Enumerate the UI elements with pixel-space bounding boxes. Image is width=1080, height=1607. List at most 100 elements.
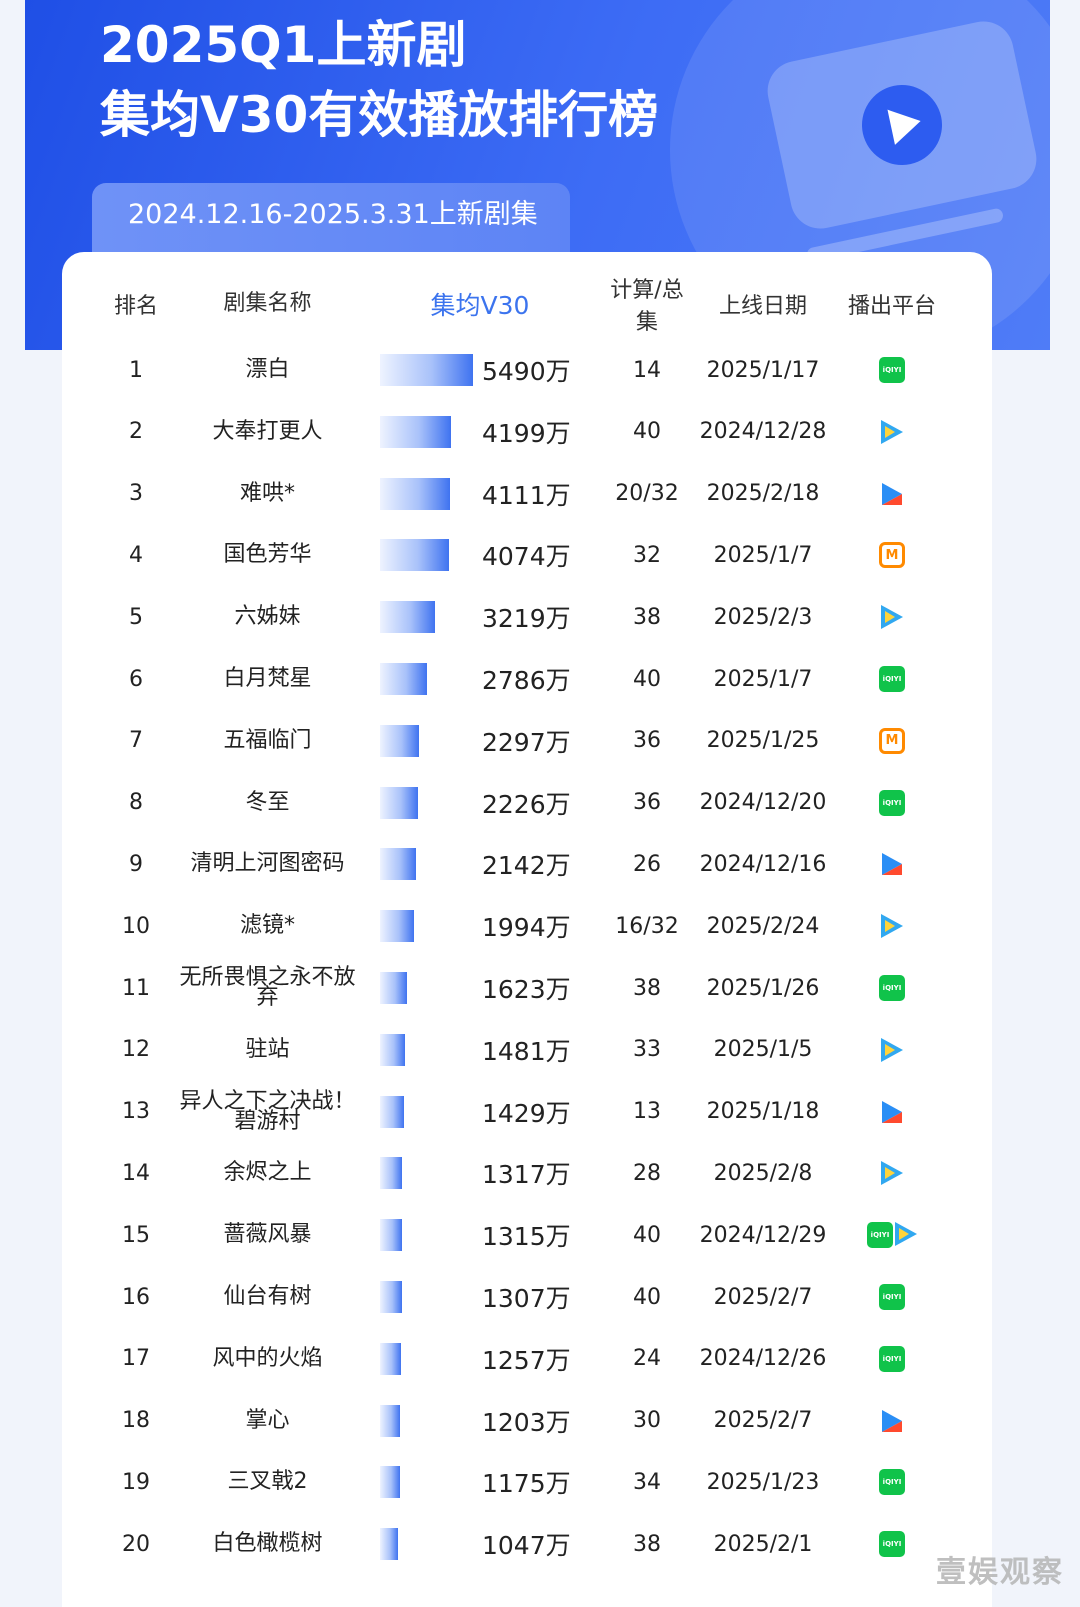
row-episodes: 34 (633, 1469, 661, 1495)
table-row: 5 六姊妹 3219万 38 2025/2/3 (62, 587, 992, 647)
row-bar-cell (380, 1205, 490, 1265)
row-bar-cell (380, 587, 490, 647)
row-name: 大奉打更人 (212, 418, 323, 444)
row-episodes: 36 (633, 728, 661, 754)
row-bar-cell (380, 1391, 490, 1451)
v30-bar (380, 724, 419, 757)
row-v30-value: 4074万 (482, 542, 571, 572)
row-platform (842, 896, 942, 956)
row-platform: iQIYI (842, 1267, 942, 1327)
row-bar-cell (380, 1329, 490, 1389)
table-row: 10 滤镜* 1994万 16/32 2025/2/24 (62, 896, 992, 956)
row-name: 风中的火焰 (212, 1345, 323, 1371)
row-v30-value: 1175万 (482, 1469, 571, 1499)
row-v30-value: 5490万 (482, 357, 571, 386)
v30-bar (380, 1281, 403, 1313)
row-name-lines: 异人之下之决战！ 碧游村 (179, 1090, 355, 1132)
v30-bar (380, 1095, 405, 1128)
v30-bar (380, 1466, 400, 1499)
row-rank: 18 (122, 1408, 150, 1434)
platform-icons (882, 1100, 902, 1123)
row-bar-cell (380, 958, 490, 1018)
row-bar-cell (380, 340, 490, 400)
row-episodes: 33 (633, 1037, 661, 1063)
row-name: 漂白 (245, 357, 290, 382)
row-rank: 16 (122, 1284, 150, 1310)
row-v30-value: 3219万 (482, 604, 571, 634)
row-date: 2025/2/18 (706, 481, 820, 507)
ranking-table: 排名 剧集名称 集均V30 计算/总集 上线日期 播出平台 1 漂白 5490万 14… (62, 252, 992, 1607)
table-row: 17 风中的火焰 1257万 24 2024/12/26 iQIYI (62, 1329, 992, 1389)
row-platform: iQIYI (842, 1205, 942, 1265)
v30-bar (380, 477, 450, 510)
v30-bar (380, 1528, 398, 1561)
row-name: 六姊妹 (234, 604, 301, 630)
platform-icons (881, 1161, 903, 1186)
mgtv-icon: M (879, 727, 905, 754)
platform-icons: iQIYI (879, 1284, 905, 1310)
platform-icons: iQIYI (879, 666, 905, 692)
row-bar-cell (380, 464, 490, 524)
row-platform (842, 1143, 942, 1203)
row-platform (842, 1082, 942, 1142)
row-date: 2024/12/26 (699, 1346, 827, 1372)
platform-icons: iQIYI (879, 1531, 905, 1558)
row-name: 异人之下之决战！ 碧游村 (170, 1082, 365, 1142)
row-name-lines: 无所畏惧之永不放弃 (179, 967, 355, 1010)
row-date: 2024/12/20 (699, 790, 827, 816)
iqiyi-icon: iQIYI (879, 1345, 905, 1372)
row-v30-value: 1257万 (482, 1345, 571, 1375)
table-row: 14 余烬之上 1317万 28 2025/2/8 (62, 1143, 992, 1203)
tencent-video-icon (881, 419, 903, 444)
watermark: 壹娱观察 (936, 1555, 1064, 1590)
row-episodes: 13 (633, 1099, 661, 1125)
row-episodes: 20/32 (615, 481, 679, 507)
platform-icons: M (879, 542, 905, 569)
v30-bar (380, 415, 452, 448)
row-date: 2024/12/16 (699, 851, 827, 877)
v30-bar (380, 354, 473, 386)
row-episodes: 38 (633, 975, 661, 1001)
row-date: 2025/2/1 (713, 1531, 813, 1557)
table-row: 19 三叉戟2 1175万 34 2025/1/23 iQIYI (62, 1452, 992, 1512)
row-v30-value: 1307万 (482, 1284, 571, 1313)
table-row: 9 清明上河图密码 2142万 26 2024/12/16 (62, 834, 992, 894)
row-bar-cell (380, 402, 490, 462)
header-name: 剧集名称 (223, 291, 312, 316)
platform-icons (881, 914, 903, 939)
row-bar-cell (380, 525, 490, 585)
row-bar-cell (380, 773, 490, 833)
row-episodes: 38 (633, 1531, 661, 1557)
row-name: 滤镜* (239, 913, 295, 939)
row-v30-value: 1203万 (482, 1407, 571, 1437)
row-date: 2025/1/26 (706, 975, 820, 1001)
row-platform: iQIYI (842, 773, 942, 833)
table-row: 15 蔷薇风暴 1315万 40 2024/12/29 iQIYI (62, 1205, 992, 1265)
row-date: 2025/2/7 (713, 1408, 813, 1434)
row-rank: 9 (129, 851, 143, 877)
play-circle (854, 77, 950, 173)
row-platform: iQIYI (842, 340, 942, 400)
tencent-video-icon (881, 914, 903, 939)
table-row: 16 仙台有树 1307万 40 2025/2/7 iQIYI (62, 1267, 992, 1327)
row-name: 无所畏惧之永不放弃 (170, 958, 365, 1018)
row-bar-cell (380, 649, 490, 709)
row-rank: 5 (129, 604, 143, 630)
row-episodes: 26 (633, 851, 661, 877)
row-name: 白月梵星 (223, 666, 312, 691)
row-name: 余烬之上 (223, 1160, 312, 1186)
row-episodes: 40 (633, 419, 661, 445)
v30-bar (380, 1219, 403, 1252)
row-v30-value: 4199万 (482, 418, 571, 448)
row-platform (842, 587, 942, 647)
row-platform: iQIYI (842, 958, 942, 1018)
table-row: 4 国色芳华 4074万 32 2025/1/7 M (62, 525, 992, 585)
iqiyi-icon: iQIYI (867, 1222, 893, 1249)
row-bar-cell (380, 896, 490, 956)
row-v30-value: 2226万 (482, 789, 571, 819)
tencent-video-icon (881, 1161, 903, 1186)
platform-icons: iQIYI (879, 357, 905, 383)
header-v30: 集均V30 (430, 291, 530, 320)
row-name-line: 弃 (256, 985, 279, 1010)
title-line-1: 2025Q1上新剧 (100, 16, 467, 74)
